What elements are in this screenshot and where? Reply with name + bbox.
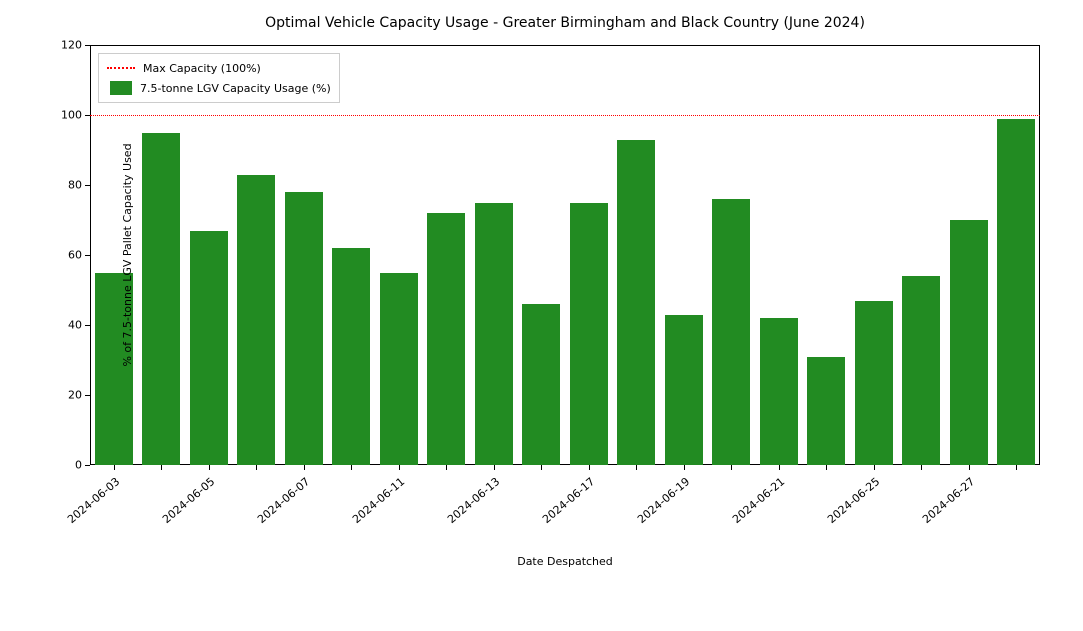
bar (380, 273, 418, 466)
xtick-label: 2024-06-27 (920, 475, 977, 526)
bar (617, 140, 655, 466)
axis-spine-left (90, 45, 91, 465)
axis-spine-top (90, 45, 1040, 46)
bar (190, 231, 228, 466)
bar (522, 304, 560, 465)
ytick (85, 185, 90, 186)
bar (237, 175, 275, 466)
legend-item: Max Capacity (100%) (107, 58, 331, 78)
bar (902, 276, 940, 465)
xtick (351, 465, 352, 470)
bar (332, 248, 370, 465)
bar (665, 315, 703, 466)
xtick (256, 465, 257, 470)
xtick (636, 465, 637, 470)
legend-bar-icon (110, 81, 132, 95)
legend-item: 7.5-tonne LGV Capacity Usage (%) (107, 78, 331, 98)
xtick (826, 465, 827, 470)
xtick (969, 465, 970, 470)
ytick (85, 465, 90, 466)
xtick (446, 465, 447, 470)
xtick (1016, 465, 1017, 470)
ytick-label: 80 (68, 179, 82, 192)
xtick (494, 465, 495, 470)
ytick (85, 325, 90, 326)
ytick-label: 60 (68, 249, 82, 262)
xtick (589, 465, 590, 470)
bar (285, 192, 323, 465)
xtick (114, 465, 115, 470)
legend: Max Capacity (100%) 7.5-tonne LGV Capacit… (98, 53, 340, 103)
legend-label: Max Capacity (100%) (143, 62, 261, 75)
xtick (541, 465, 542, 470)
xtick-label: 2024-06-17 (540, 475, 597, 526)
bar (950, 220, 988, 465)
legend-line-icon (107, 67, 135, 69)
plot-area (90, 45, 1040, 465)
ytick (85, 395, 90, 396)
bar (997, 119, 1035, 466)
bar (570, 203, 608, 466)
ytick (85, 255, 90, 256)
bar (142, 133, 180, 466)
x-axis-label: Date Despatched (90, 555, 1040, 568)
xtick (161, 465, 162, 470)
y-axis-label: % of 7.5-tonne LGV Pallet Capacity Used (121, 143, 134, 366)
xtick-label: 2024-06-25 (825, 475, 882, 526)
legend-label: 7.5-tonne LGV Capacity Usage (%) (140, 82, 331, 95)
chart-container: Optimal Vehicle Capacity Usage - Greater… (0, 0, 1083, 631)
ytick-label: 100 (61, 109, 82, 122)
xtick (209, 465, 210, 470)
bar (712, 199, 750, 465)
chart-title: Optimal Vehicle Capacity Usage - Greater… (90, 15, 1040, 31)
axis-spine-right (1039, 45, 1040, 465)
xtick (779, 465, 780, 470)
max-capacity-line (90, 115, 1040, 116)
ytick (85, 45, 90, 46)
ytick-label: 20 (68, 389, 82, 402)
xtick (304, 465, 305, 470)
ytick-label: 120 (61, 39, 82, 52)
bar (807, 357, 845, 466)
xtick (731, 465, 732, 470)
bar (475, 203, 513, 466)
ytick-label: 0 (75, 459, 82, 472)
xtick-label: 2024-06-13 (445, 475, 502, 526)
xtick-label: 2024-06-21 (730, 475, 787, 526)
ytick-label: 40 (68, 319, 82, 332)
xtick-label: 2024-06-03 (65, 475, 122, 526)
bar (427, 213, 465, 465)
axis-spine-bottom (90, 464, 1040, 465)
bar (760, 318, 798, 465)
xtick-label: 2024-06-05 (160, 475, 217, 526)
xtick-label: 2024-06-07 (255, 475, 312, 526)
bar (855, 301, 893, 466)
xtick-label: 2024-06-11 (350, 475, 407, 526)
xtick (684, 465, 685, 470)
xtick (921, 465, 922, 470)
xtick (874, 465, 875, 470)
xtick (399, 465, 400, 470)
xtick-label: 2024-06-19 (635, 475, 692, 526)
